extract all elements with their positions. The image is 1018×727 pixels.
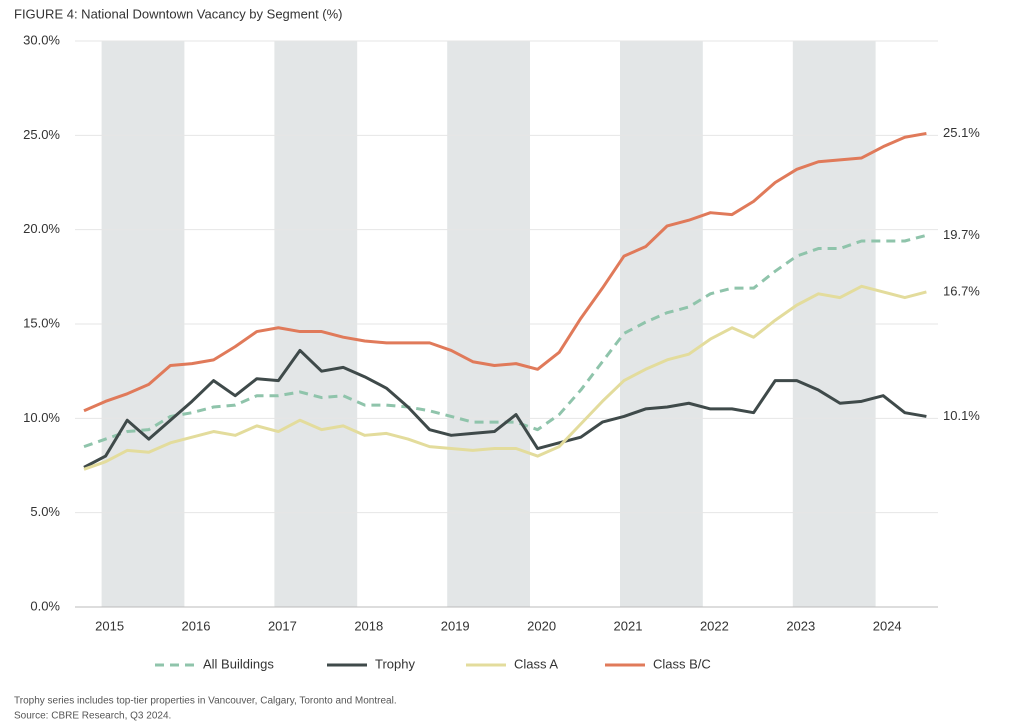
x-tick-label: 2023 <box>786 618 815 633</box>
end-label: 19.7% <box>943 227 980 242</box>
y-tick-label: 30.0% <box>23 32 60 47</box>
series-line <box>83 131 927 413</box>
y-tick-label: 10.0% <box>23 410 60 425</box>
x-tick-label: 2022 <box>700 618 729 633</box>
series-line <box>83 284 927 471</box>
x-tick-label: 2017 <box>268 618 297 633</box>
series-line <box>83 348 927 469</box>
y-tick-label: 15.0% <box>23 315 60 330</box>
x-tick-label: 2015 <box>95 618 124 633</box>
x-tick-label: 2021 <box>614 618 643 633</box>
end-label: 10.1% <box>943 408 980 423</box>
x-tick-label: 2019 <box>441 618 470 633</box>
chart-title: FIGURE 4: National Downtown Vacancy by S… <box>14 6 343 21</box>
legend-label: Class B/C <box>653 656 711 671</box>
legend-label: All Buildings <box>203 656 274 671</box>
x-tick-label: 2020 <box>527 618 556 633</box>
end-label: 25.1% <box>943 125 980 140</box>
y-tick-label: 5.0% <box>30 504 60 519</box>
source-note: Source: CBRE Research, Q3 2024. <box>14 711 171 722</box>
end-label: 16.7% <box>943 283 980 298</box>
x-tick-label: 2016 <box>182 618 211 633</box>
legend-label: Class A <box>514 656 558 671</box>
y-tick-label: 0.0% <box>30 598 60 613</box>
legend-label: Trophy <box>375 656 415 671</box>
y-tick-label: 20.0% <box>23 221 60 236</box>
x-tick-label: 2018 <box>354 618 383 633</box>
y-tick-label: 25.0% <box>23 127 60 142</box>
x-tick-label: 2024 <box>873 618 902 633</box>
footnote: Trophy series includes top-tier properti… <box>14 696 397 707</box>
